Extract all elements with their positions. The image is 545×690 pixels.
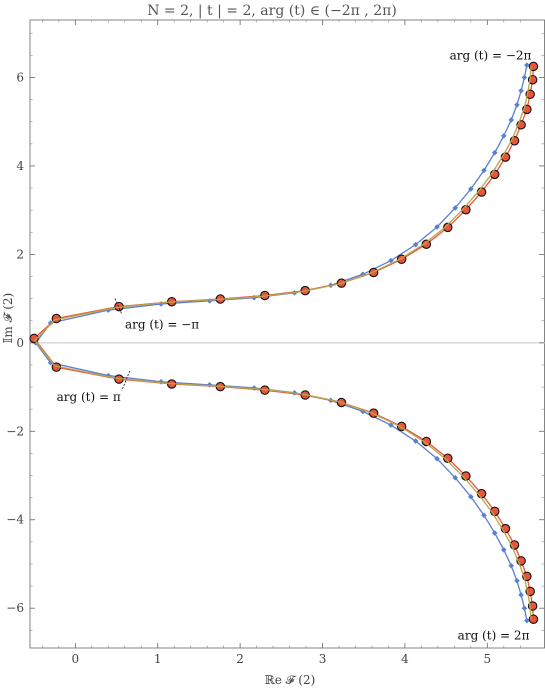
annotation-layer: arg (t) = −2π arg (t) = −π arg (t) = π arg … [57, 48, 532, 642]
y-tick-label: 6 [16, 70, 24, 84]
series-point [518, 87, 524, 94]
series-point [518, 592, 524, 598]
axis-ticks: 0 1 2 3 4 5 −6 −4 −2 0 2 4 6 [6, 20, 544, 666]
y-tick-label: 2 [16, 247, 24, 261]
x-tick-label: 1 [154, 652, 162, 666]
series-point [388, 422, 394, 428]
y-tick-label: −6 [6, 601, 24, 615]
series-point [452, 474, 458, 481]
series-point [251, 385, 257, 391]
series-point [47, 359, 54, 366]
plot-frame-rect [29, 19, 545, 649]
x-tick-label: 2 [236, 652, 244, 666]
series-point [508, 117, 515, 123]
series-point [434, 455, 440, 462]
series-point [468, 493, 474, 500]
annotation-marker [114, 298, 123, 315]
series-point [158, 378, 164, 385]
y-tick-label: 0 [16, 336, 24, 350]
series-point [29, 333, 39, 344]
annotation-label: arg (t) = 2π [458, 628, 530, 642]
series-point [206, 298, 213, 304]
x-axis-label: ℝe 𝓕 (2) [265, 673, 316, 687]
x-tick-label: 5 [483, 652, 491, 666]
series-line [34, 65, 532, 620]
y-tick-label: −2 [6, 424, 24, 438]
x-tick-label: 0 [71, 652, 79, 666]
annotation-label: arg (t) = −2π [450, 48, 532, 62]
chart-title: N = 2, | t | = 2, arg (t) ∈ (−2π , 2π) [147, 3, 397, 19]
x-tick-label: 4 [401, 652, 409, 666]
annotation-marker [121, 370, 131, 392]
series-point [524, 617, 530, 624]
series-point [501, 547, 507, 553]
series-point [251, 294, 257, 301]
series-point [206, 382, 213, 388]
series-point [514, 577, 520, 584]
y-tick-label: −4 [6, 513, 24, 527]
series-point [481, 167, 487, 174]
series-point [412, 241, 419, 248]
series-point [421, 436, 432, 447]
series-point [360, 408, 366, 415]
series-point [452, 205, 458, 211]
plot-frame [29, 19, 545, 649]
series-layer [29, 61, 539, 625]
series-point [501, 133, 507, 139]
series-2 [34, 65, 532, 620]
y-axis-label: 𝕀m 𝓕 (2) [1, 293, 15, 343]
series-point [491, 530, 498, 536]
x-tick-label: 3 [319, 652, 327, 666]
series-point [521, 74, 528, 81]
series-point [443, 453, 453, 464]
series-point [524, 62, 530, 68]
series-point [388, 257, 394, 264]
series-point [443, 222, 453, 233]
series-point [421, 239, 432, 249]
series-point [481, 512, 487, 519]
series-point [514, 102, 520, 108]
series-point [491, 149, 498, 156]
series-point [105, 307, 112, 313]
series-point [468, 186, 474, 192]
series-point [521, 605, 528, 611]
annotation-label: arg (t) = −π [125, 318, 199, 332]
series-point [434, 224, 440, 230]
series-point [412, 438, 419, 444]
series-point [508, 562, 515, 569]
y-tick-label: 4 [16, 159, 24, 173]
annotation-label: arg (t) = π [57, 390, 121, 404]
